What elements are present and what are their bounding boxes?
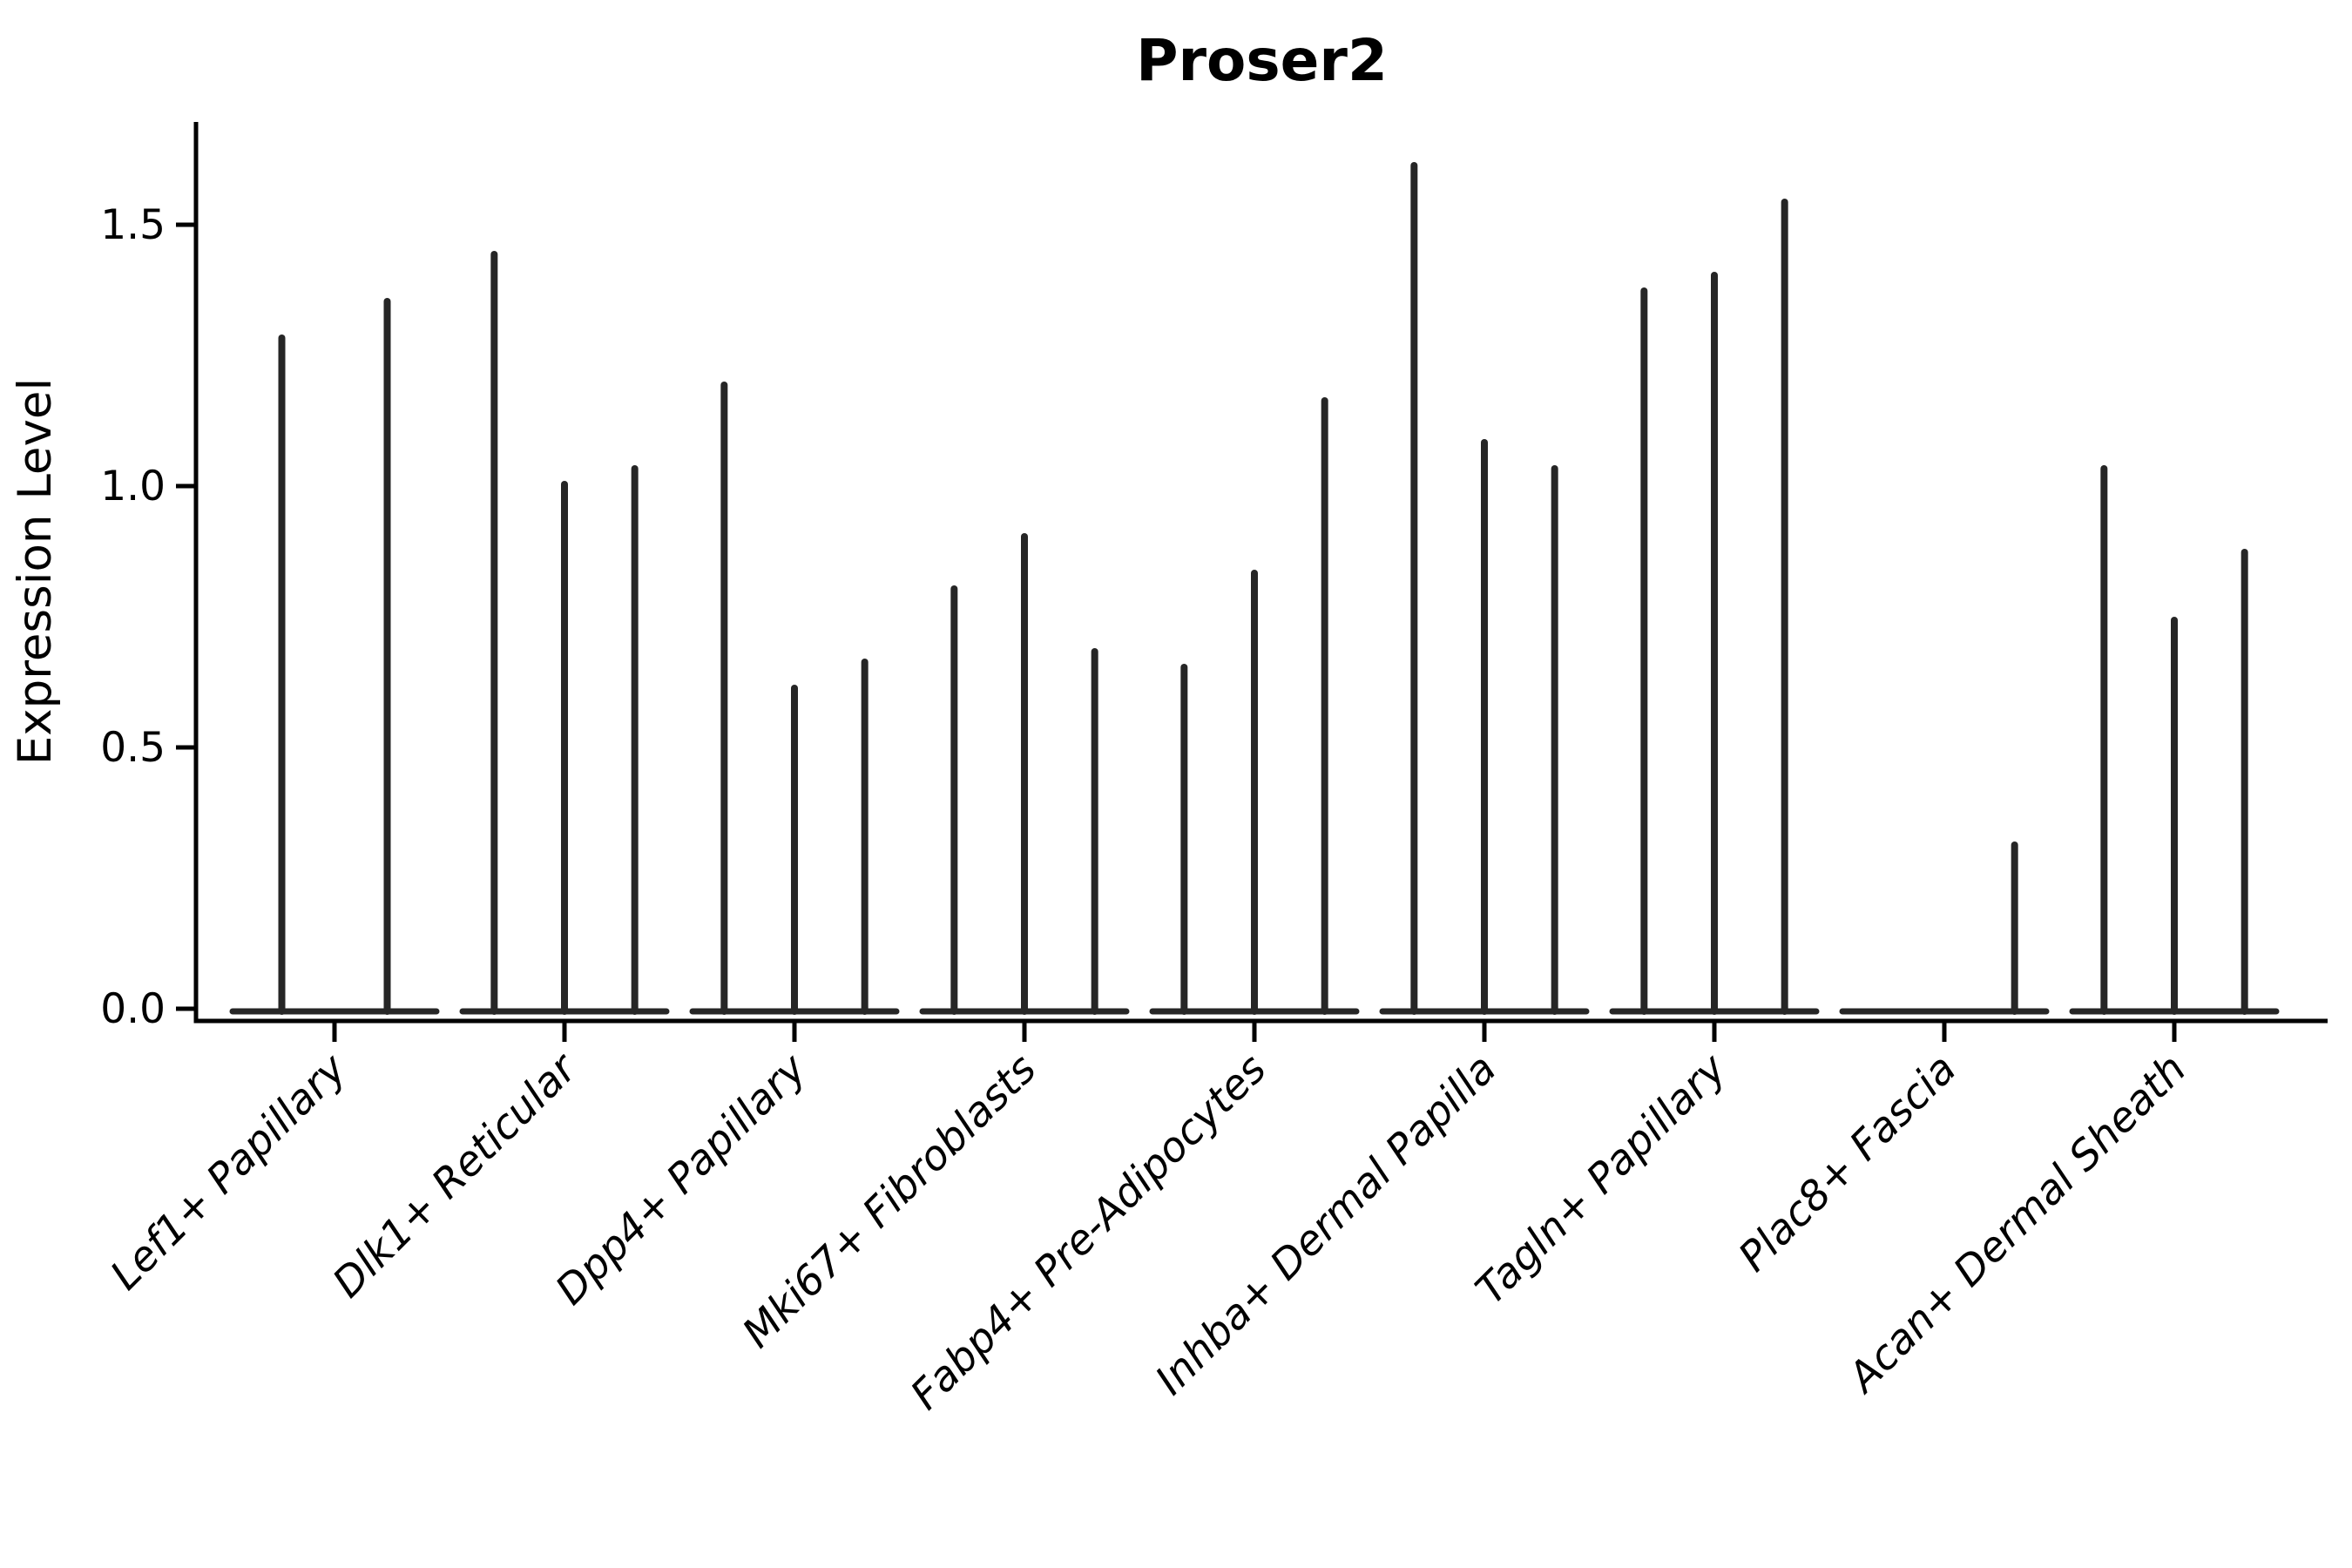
y-tick-label: 0.5 (100, 724, 166, 772)
x-tick-label: Dlk1+ Reticular (324, 1044, 588, 1308)
y-tick-label: 1.0 (100, 463, 166, 510)
y-tick-label: 1.5 (100, 201, 166, 249)
x-tick-label: Lef1+ Papillary (101, 1044, 356, 1300)
x-tick-label: Plac8+ Fascia (1729, 1045, 1965, 1281)
axis-spines (193, 122, 2328, 1024)
x-tick-label: Dpp4+ Papillary (546, 1044, 816, 1315)
y-tick-label: 0.0 (100, 985, 166, 1033)
x-tick-label: Tagln+ Papillary (1467, 1044, 1737, 1315)
plot-title: Proser2 (1136, 27, 1388, 94)
y-axis-label: Expression Level (9, 378, 62, 765)
